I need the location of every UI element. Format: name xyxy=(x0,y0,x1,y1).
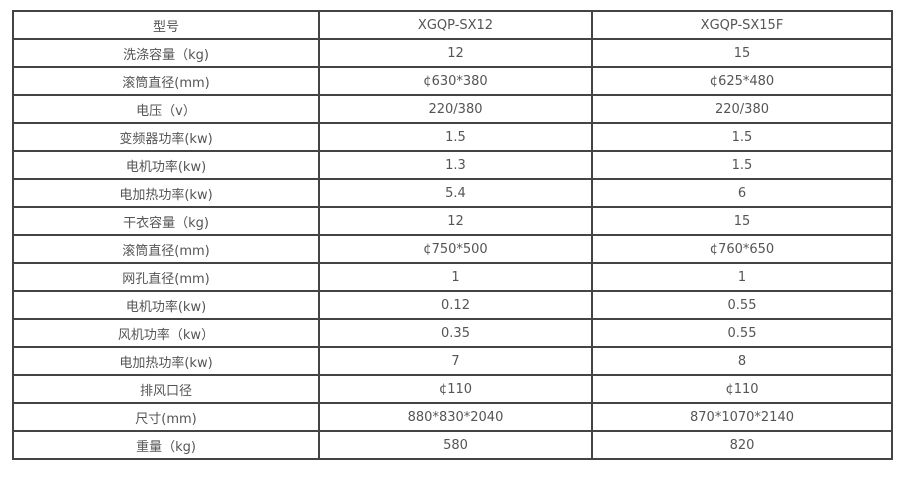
spec-label-cell: 干衣容量（kg) xyxy=(12,206,320,236)
spec-value-cell: 0.55 xyxy=(591,318,893,348)
spec-table: 型号 XGQP-SX12 XGQP-SX15F 洗涤容量（kg) 12 15 滚筒直径… xyxy=(12,10,893,460)
table-row: 尺寸(mm) 880*830*2040 870*1070*2140 xyxy=(12,402,893,432)
spec-label-cell: 变频器功率(kw) xyxy=(12,122,320,152)
spec-value-cell: 820 xyxy=(591,430,893,460)
spec-label-cell: 滚筒直径(mm) xyxy=(12,234,320,264)
spec-value-cell: 1 xyxy=(591,262,893,292)
table-row: 干衣容量（kg) 12 15 xyxy=(12,206,893,236)
spec-label-cell: 电机功率(kw) xyxy=(12,150,320,180)
spec-value-cell: 1 xyxy=(318,262,593,292)
spec-value-cell: 580 xyxy=(318,430,593,460)
table-row: 变频器功率(kw) 1.5 1.5 xyxy=(12,122,893,152)
spec-value-cell: 0.35 xyxy=(318,318,593,348)
header-cell: XGQP-SX12 xyxy=(318,10,593,40)
spec-value-cell: 15 xyxy=(591,38,893,68)
spec-value-cell: 12 xyxy=(318,38,593,68)
spec-label-cell: 电压（v） xyxy=(12,94,320,124)
spec-value-cell: 1.5 xyxy=(318,122,593,152)
header-cell: XGQP-SX15F xyxy=(591,10,893,40)
table-row: 电加热功率(kw) 7 8 xyxy=(12,346,893,376)
table-row: 风机功率（kw） 0.35 0.55 xyxy=(12,318,893,348)
spec-value-cell: 8 xyxy=(591,346,893,376)
table-row: 排风口径 ¢110 ¢110 xyxy=(12,374,893,404)
spec-value-cell: 880*830*2040 xyxy=(318,402,593,432)
spec-value-cell: 5.4 xyxy=(318,178,593,208)
spec-value-cell: 6 xyxy=(591,178,893,208)
spec-value-cell: 15 xyxy=(591,206,893,236)
spec-label-cell: 网孔直径(mm) xyxy=(12,262,320,292)
spec-value-cell: 870*1070*2140 xyxy=(591,402,893,432)
spec-label-cell: 尺寸(mm) xyxy=(12,402,320,432)
spec-label-cell: 电加热功率(kw) xyxy=(12,178,320,208)
header-row: 型号 XGQP-SX12 XGQP-SX15F xyxy=(12,10,893,40)
spec-label-cell: 排风口径 xyxy=(12,374,320,404)
table-row: 滚筒直径(mm) ¢750*500 ¢760*650 xyxy=(12,234,893,264)
spec-label-cell: 风机功率（kw） xyxy=(12,318,320,348)
spec-value-cell: ¢110 xyxy=(318,374,593,404)
table-row: 重量（kg) 580 820 xyxy=(12,430,893,460)
spec-value-cell: 0.55 xyxy=(591,290,893,320)
table-row: 电机功率(kw) 0.12 0.55 xyxy=(12,290,893,320)
spec-value-cell: ¢750*500 xyxy=(318,234,593,264)
spec-label-cell: 电机功率(kw) xyxy=(12,290,320,320)
spec-label-cell: 重量（kg) xyxy=(12,430,320,460)
spec-value-cell: 220/380 xyxy=(591,94,893,124)
spec-value-cell: 220/380 xyxy=(318,94,593,124)
table-row: 网孔直径(mm) 1 1 xyxy=(12,262,893,292)
spec-value-cell: ¢630*380 xyxy=(318,66,593,96)
spec-value-cell: ¢760*650 xyxy=(591,234,893,264)
spec-label-cell: 电加热功率(kw) xyxy=(12,346,320,376)
spec-value-cell: ¢110 xyxy=(591,374,893,404)
table-row: 电压（v） 220/380 220/380 xyxy=(12,94,893,124)
spec-value-cell: 1.5 xyxy=(591,150,893,180)
spec-value-cell: 1.5 xyxy=(591,122,893,152)
header-cell: 型号 xyxy=(12,10,320,40)
table-row: 电加热功率(kw) 5.4 6 xyxy=(12,178,893,208)
spec-value-cell: ¢625*480 xyxy=(591,66,893,96)
spec-value-cell: 0.12 xyxy=(318,290,593,320)
table-row: 滚筒直径(mm) ¢630*380 ¢625*480 xyxy=(12,66,893,96)
spec-label-cell: 滚筒直径(mm) xyxy=(12,66,320,96)
spec-label-cell: 洗涤容量（kg) xyxy=(12,38,320,68)
spec-value-cell: 1.3 xyxy=(318,150,593,180)
table-row: 电机功率(kw) 1.3 1.5 xyxy=(12,150,893,180)
spec-value-cell: 12 xyxy=(318,206,593,236)
spec-value-cell: 7 xyxy=(318,346,593,376)
table-row: 洗涤容量（kg) 12 15 xyxy=(12,38,893,68)
